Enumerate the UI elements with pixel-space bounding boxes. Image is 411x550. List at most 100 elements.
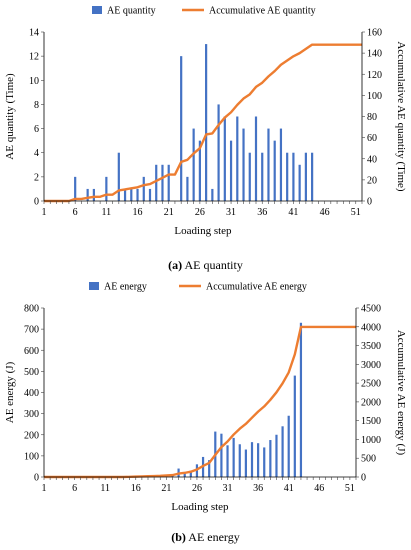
bar-41	[287, 415, 290, 477]
caption-b-text: AE energy	[188, 530, 240, 544]
bar-16	[136, 188, 139, 201]
bar-20	[161, 164, 164, 201]
x-tick-label: 36	[257, 207, 267, 218]
legend-label-bar: AE quantity	[107, 6, 156, 17]
caption-b-label: (b)	[171, 530, 186, 544]
y-tick-label: 300	[24, 409, 39, 420]
legend-label-bar: AE energy	[104, 282, 147, 293]
chart-panel-b: 1 6 11 16 21 26 31 36 41 46 5101002003004005006007…	[4, 282, 407, 514]
bar-32	[232, 437, 235, 477]
bar-8	[86, 188, 89, 201]
bar-44	[311, 152, 314, 201]
y-tick-label: 0	[34, 197, 39, 208]
y2-tick-label: 3500	[361, 341, 381, 352]
bar-25	[189, 470, 192, 477]
bar-24	[186, 176, 189, 201]
bar-37	[267, 128, 270, 201]
bar-28	[208, 460, 211, 477]
y2-tick-label: 4500	[361, 304, 381, 315]
y2-tick-label: 80	[367, 112, 377, 123]
y-tick-label: 8	[34, 100, 39, 111]
bar-13	[117, 152, 120, 201]
x-axis-title: Loading step	[171, 501, 229, 513]
y-axis-title: AE quantity (Time)	[4, 73, 16, 160]
y2-axis-title: Accumulative AE quantity (Time)	[395, 41, 407, 192]
caption-a-label: (a)	[168, 258, 183, 272]
bar-24	[183, 472, 186, 477]
x-tick-label: 41	[284, 483, 294, 494]
y2-tick-label: 120	[367, 70, 382, 81]
x-tick-label: 21	[164, 207, 174, 218]
x-tick-label: 36	[253, 483, 263, 494]
bar-23	[180, 56, 183, 202]
x-tick-label: 46	[320, 207, 330, 218]
y2-tick-label: 1000	[361, 435, 381, 446]
bar-39	[275, 434, 278, 477]
bar-35	[250, 442, 254, 477]
legend-swatch-bar	[92, 6, 102, 14]
bar-41	[292, 152, 295, 201]
caption-b: (b) AE energy	[0, 530, 411, 545]
bar-43	[299, 322, 303, 477]
bar-43	[304, 152, 307, 201]
bar-37	[263, 447, 266, 477]
bar-30	[220, 433, 223, 477]
y2-tick-label: 3000	[361, 360, 381, 371]
caption-a-text: AE quantity	[184, 258, 243, 272]
y-tick-label: 800	[24, 304, 39, 315]
bar-21	[167, 164, 170, 201]
x-tick-label: 51	[351, 207, 361, 218]
y2-tick-label: 60	[367, 133, 377, 144]
x-tick-label: 21	[161, 483, 171, 494]
x-tick-label: 16	[133, 207, 143, 218]
x-axis-title: Loading step	[174, 225, 232, 237]
bar-35	[254, 116, 258, 201]
y-tick-label: 12	[29, 52, 39, 63]
bar-11	[105, 176, 108, 201]
x-tick-label: 41	[288, 207, 298, 218]
accumulative-line	[44, 43, 362, 203]
y-tick-label: 4	[34, 148, 39, 159]
y-tick-label: 100	[24, 451, 39, 462]
y2-tick-label: 500	[361, 454, 376, 465]
y2-axis-title: Accumulative AE energy (J)	[395, 330, 407, 456]
x-tick-label: 1	[42, 207, 47, 218]
y2-tick-label: 0	[367, 197, 372, 208]
bar-27	[205, 44, 208, 202]
x-tick-label: 31	[223, 483, 233, 494]
y-tick-label: 2	[34, 172, 39, 183]
bar-31	[226, 445, 229, 477]
x-tick-label: 1	[42, 483, 47, 494]
bar-32	[236, 116, 239, 201]
bar-33	[238, 444, 241, 477]
bar-42	[298, 164, 301, 201]
bar-40	[281, 426, 284, 477]
legend-label-line: Accumulative AE quantity	[209, 6, 316, 17]
bar-29	[217, 104, 220, 201]
bar-36	[257, 443, 260, 477]
y2-tick-label: 140	[367, 49, 382, 60]
x-tick-label: 51	[345, 483, 355, 494]
x-tick-label: 31	[226, 207, 236, 218]
x-tick-label: 6	[72, 483, 77, 494]
x-tick-label: 26	[192, 483, 202, 494]
bar-34	[248, 152, 251, 201]
bar-25	[192, 128, 195, 201]
legend: AE quantity Accumulative AE quantity	[92, 6, 316, 17]
x-tick-label: 16	[131, 483, 141, 494]
bar-33	[242, 128, 245, 201]
bar-38	[273, 140, 276, 201]
bar-19	[155, 164, 158, 201]
y-tick-label: 200	[24, 430, 39, 441]
y-axis-title: AE energy (J)	[4, 361, 16, 423]
legend-label-line: Accumulative AE energy	[206, 282, 307, 293]
x-tick-label: 11	[100, 483, 110, 494]
y2-tick-label: 100	[367, 91, 382, 102]
legend: AE energy Accumulative AE energy	[89, 282, 307, 293]
bar-6	[74, 176, 77, 201]
x-tick-label: 11	[102, 207, 112, 218]
y-tick-label: 0	[34, 473, 39, 484]
x-tick-label: 6	[73, 207, 78, 218]
bar-15	[130, 188, 133, 201]
y2-tick-label: 2500	[361, 379, 381, 390]
